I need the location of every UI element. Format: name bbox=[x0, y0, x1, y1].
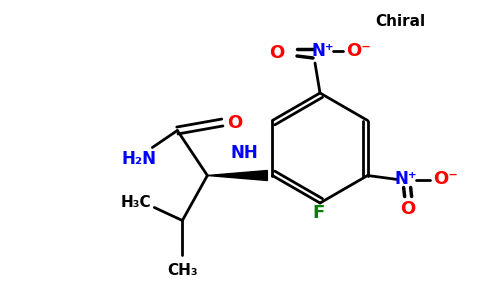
Polygon shape bbox=[207, 170, 267, 181]
Text: NH: NH bbox=[231, 145, 259, 163]
Text: O: O bbox=[400, 200, 415, 218]
Text: H₂N: H₂N bbox=[122, 149, 157, 167]
Text: N⁺: N⁺ bbox=[394, 170, 417, 188]
Text: O: O bbox=[270, 44, 285, 62]
Text: O: O bbox=[227, 113, 242, 131]
Text: CH₃: CH₃ bbox=[167, 263, 197, 278]
Text: H₃C: H₃C bbox=[121, 195, 151, 210]
Text: O⁻: O⁻ bbox=[433, 170, 458, 188]
Text: Chiral: Chiral bbox=[375, 14, 425, 29]
Text: F: F bbox=[312, 204, 324, 222]
Text: N⁺: N⁺ bbox=[312, 42, 334, 60]
Text: O⁻: O⁻ bbox=[347, 42, 371, 60]
